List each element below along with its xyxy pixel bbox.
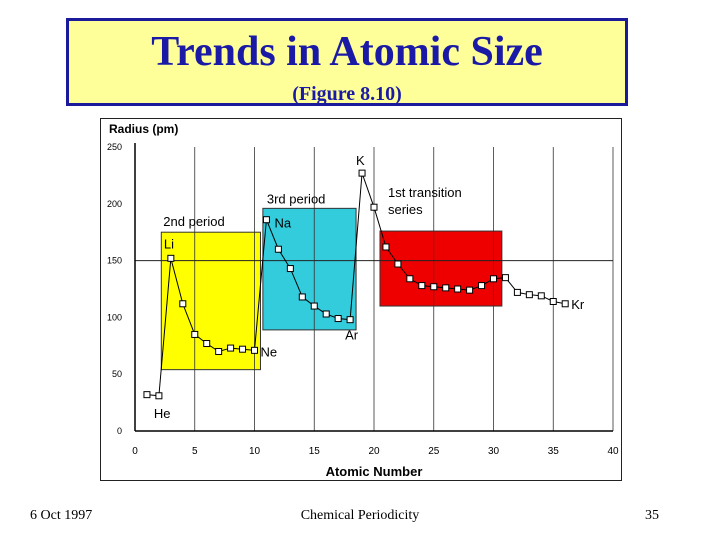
data-point [167, 254, 175, 262]
atomic-radius-chart: 0 5 10 15 20 25 30 35 40 0 50 100 150 200 250 Radius (p… [107, 122, 619, 479]
data-point [203, 340, 211, 348]
data-point [537, 292, 545, 300]
chart-frame: 0 5 10 15 20 25 30 35 40 0 50 100 150 200 250 Radius (p… [100, 118, 622, 481]
region-box-2 [379, 230, 503, 307]
x-tick-label: 25 [428, 446, 440, 457]
data-point [454, 285, 462, 293]
data-point [274, 245, 282, 253]
data-point [466, 286, 474, 294]
y-tick-label: 250 [107, 142, 122, 152]
data-point [490, 275, 497, 283]
footer-date: 6 Oct 1997 [30, 508, 93, 523]
region-label-transition-line2: series [388, 202, 423, 217]
data-point [549, 297, 557, 305]
data-point [346, 316, 354, 324]
x-tick-label: 15 [309, 446, 321, 457]
x-axis-label: Atomic Number [326, 464, 423, 479]
x-tick-label: 35 [548, 446, 560, 457]
data-point [358, 169, 366, 177]
x-tick-label: 40 [607, 446, 619, 457]
data-point [286, 265, 294, 273]
y-tick-label: 0 [117, 426, 122, 436]
x-tick-label: 20 [368, 446, 380, 457]
data-point [561, 300, 569, 308]
data-point [442, 284, 450, 292]
x-tick-label: 5 [192, 446, 198, 457]
region-box-1 [262, 207, 357, 331]
data-point [322, 310, 330, 318]
y-axis-label: Radius (pm) [109, 122, 178, 136]
data-point [430, 283, 438, 291]
point-label-k: K [356, 153, 365, 168]
data-point [394, 260, 402, 268]
data-point [143, 391, 151, 399]
data-point [310, 302, 318, 310]
point-label-li: Li [164, 236, 174, 251]
title-box: Trends in Atomic Size (Figure 8.10) [66, 18, 628, 106]
point-label-kr: Kr [571, 297, 585, 312]
data-point [370, 203, 378, 211]
footer-topic: Chemical Periodicity [300, 508, 420, 523]
data-point [406, 275, 414, 283]
data-point [215, 347, 223, 355]
y-tick-label: 50 [112, 369, 122, 379]
data-point [334, 315, 342, 323]
data-point [382, 243, 390, 251]
footer-page-number: 35 [645, 508, 659, 523]
data-point [525, 291, 533, 299]
data-point [251, 346, 258, 354]
y-tick-label: 100 [107, 312, 122, 322]
point-label-ne: Ne [261, 344, 278, 359]
point-label-na: Na [274, 216, 291, 231]
data-point [418, 282, 426, 290]
slide-subtitle: (Figure 8.10) [292, 83, 402, 105]
region-label-transition-line1: 1st transition [388, 185, 462, 200]
data-point [513, 288, 521, 296]
x-tick-label: 0 [132, 446, 138, 457]
point-label-he: He [154, 406, 171, 421]
x-tick-label: 30 [488, 446, 500, 457]
data-point [239, 345, 247, 353]
y-tick-label: 200 [107, 199, 122, 209]
data-point [191, 330, 199, 338]
data-point [478, 282, 486, 290]
slide-title: Trends in Atomic Size [151, 29, 543, 75]
data-point [262, 216, 270, 224]
data-point [501, 274, 509, 282]
region-label-3rd-period: 3rd period [267, 191, 326, 206]
data-point [155, 392, 163, 400]
x-tick-label: 10 [249, 446, 261, 457]
data-point [298, 293, 306, 301]
data-point [227, 344, 235, 352]
region-label-2nd-period: 2nd period [163, 214, 224, 229]
point-label-ar: Ar [345, 328, 359, 343]
y-tick-label: 150 [107, 256, 122, 266]
data-point [179, 300, 187, 308]
